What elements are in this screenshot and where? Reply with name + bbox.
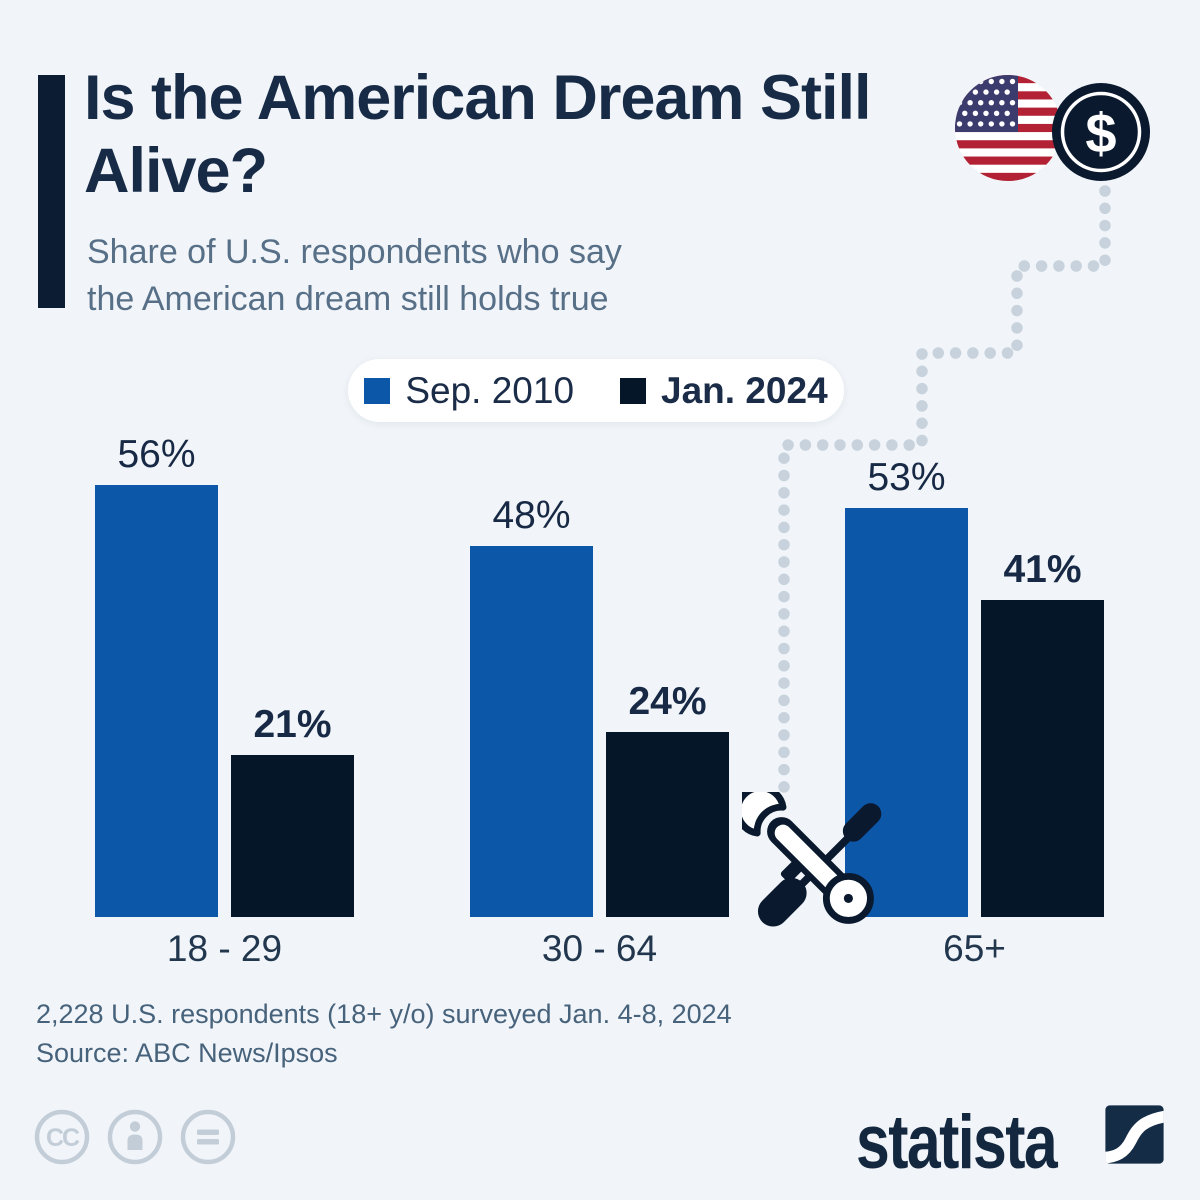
legend-label: Jan. 2024 <box>661 369 828 411</box>
bar-group1-sep2010 <box>95 485 218 917</box>
dollar-sign: $ <box>1085 102 1116 165</box>
statista-wordmark: statista <box>856 1100 1058 1185</box>
bar-group2-sep2010 <box>470 546 593 917</box>
cc-icon: CC <box>34 1109 90 1165</box>
page-title: Is the American Dream Still Alive? <box>84 63 871 207</box>
value-label: 48% <box>492 494 571 537</box>
value-label: 24% <box>628 680 707 723</box>
source-note: Source: ABC News/Ipsos <box>36 1038 338 1068</box>
attribution-person-icon <box>107 1109 163 1165</box>
bar-group2-jan2024 <box>606 732 729 917</box>
header-badges: $ <box>955 75 1150 181</box>
value-label: 53% <box>867 456 946 499</box>
cc-license-icons: CC <box>34 1109 236 1165</box>
chart-legend: Sep. 2010 Jan. 2024 <box>348 359 844 422</box>
us-flag-icon <box>955 75 1061 181</box>
legend-swatch <box>620 377 647 404</box>
no-derivatives-equals-icon <box>180 1109 236 1165</box>
legend-label: Sep. 2010 <box>405 369 575 411</box>
legend-item-2024: Jan. 2024 <box>620 370 828 412</box>
title-accent-bar <box>38 75 65 308</box>
category-label: 18 - 29 <box>166 928 283 969</box>
survey-note: 2,228 U.S. respondents (18+ y/o) surveye… <box>36 999 732 1029</box>
value-label: 56% <box>117 433 196 476</box>
svg-text:CC: CC <box>46 1124 80 1152</box>
bar-group3-jan2024 <box>981 600 1104 917</box>
value-label: 21% <box>253 703 332 746</box>
wrench-screwdriver-icon <box>742 792 882 927</box>
value-label: 41% <box>1003 548 1082 591</box>
legend-item-2010: Sep. 2010 <box>364 370 574 412</box>
bar-group1-jan2024 <box>231 755 354 917</box>
category-label: 65+ <box>943 928 1006 969</box>
category-label: 30 - 64 <box>541 928 658 969</box>
statista-logo-mark <box>1105 1105 1164 1164</box>
legend-swatch <box>364 377 391 404</box>
dollar-coin-icon: $ <box>1052 83 1150 181</box>
bar-group3-sep2010 <box>845 508 968 917</box>
page-subtitle: Share of U.S. respondents who say the Am… <box>87 233 622 318</box>
